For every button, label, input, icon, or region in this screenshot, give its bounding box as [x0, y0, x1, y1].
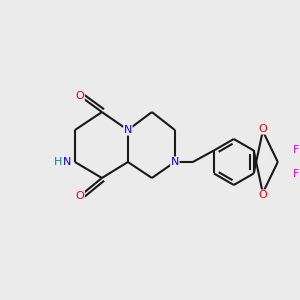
Text: O: O	[76, 91, 84, 101]
Text: O: O	[258, 190, 267, 200]
Text: F: F	[293, 145, 299, 155]
Text: H: H	[54, 157, 62, 167]
Text: N: N	[171, 157, 179, 167]
Text: F: F	[293, 169, 299, 179]
Text: N: N	[124, 125, 132, 135]
Text: N: N	[63, 157, 71, 167]
Text: O: O	[258, 124, 267, 134]
Text: O: O	[76, 191, 84, 201]
